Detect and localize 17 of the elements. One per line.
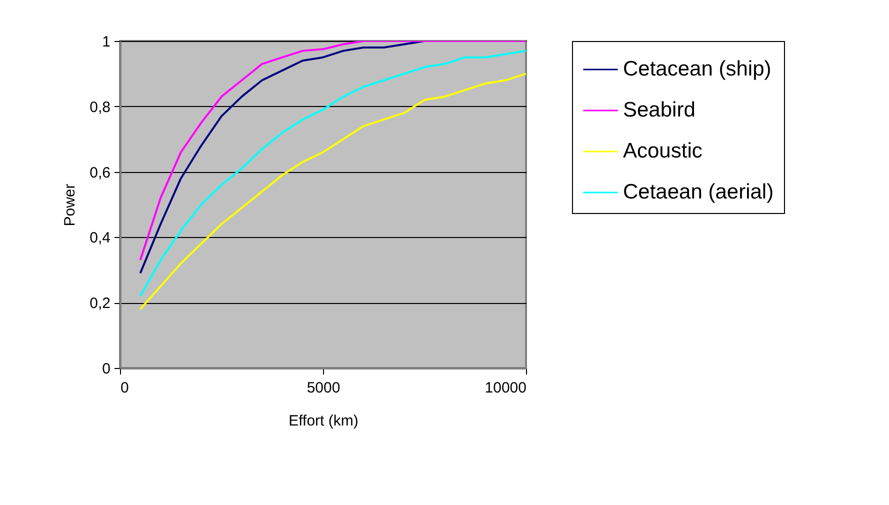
y-tick-label: 0,6 — [90, 164, 110, 182]
legend-label: Cetaean (aerial) — [623, 180, 774, 204]
y-axis-title: Power — [62, 184, 79, 226]
x-axis-title: Effort (km) — [288, 412, 358, 430]
x-tick-label: 0 — [120, 380, 129, 396]
y-tick-label: 0,2 — [90, 295, 110, 312]
legend-label: Acoustic — [623, 140, 702, 162]
line-series — [139, 41, 426, 274]
legend-label: Cetacean (ship) — [623, 58, 772, 80]
legend-label: Seabird — [623, 98, 696, 122]
x-tick-label: 10000 — [484, 380, 526, 396]
y-tick-label: 0,8 — [90, 98, 110, 116]
x-tick-label: 5000 — [306, 380, 340, 396]
y-tick-label: 1 — [102, 34, 110, 50]
line-series — [139, 41, 526, 262]
y-tick-label: 0,4 — [90, 230, 110, 247]
y-tick-label: 0 — [102, 360, 110, 378]
